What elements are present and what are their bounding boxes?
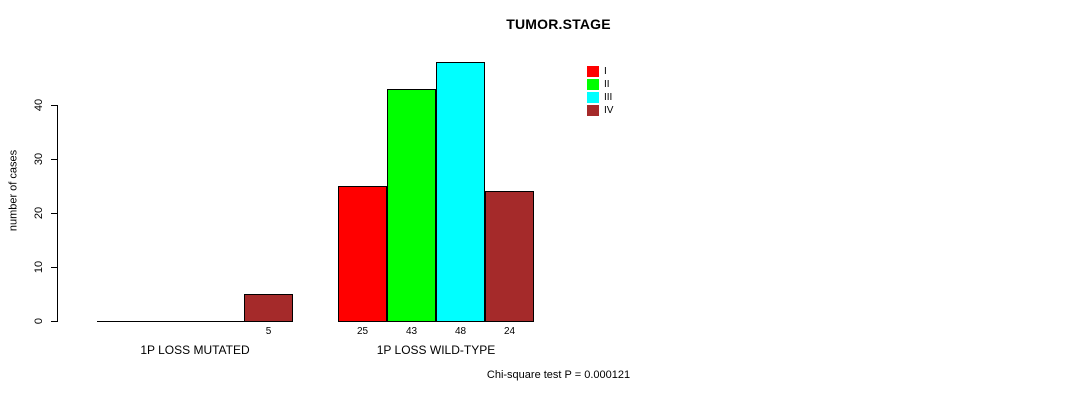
bar-II-1 (387, 89, 436, 322)
group-label-0: 1P LOSS MUTATED (140, 343, 250, 357)
chart-title: TUMOR.STAGE (506, 16, 611, 32)
y-tick-label: 40 (33, 98, 45, 112)
legend-swatch-II (587, 79, 599, 90)
y-tick-label: 30 (33, 152, 45, 166)
y-tick-label: 20 (33, 206, 45, 220)
legend-row: I (587, 66, 647, 77)
bar-III-1 (436, 62, 485, 322)
legend-row: II (587, 79, 647, 90)
y-tick-label: 10 (33, 260, 45, 274)
legend-label-II: II (604, 79, 610, 90)
bar-value-label: 24 (503, 326, 516, 337)
bar-IV-0 (244, 294, 293, 322)
bar-value-label: 43 (405, 326, 418, 337)
legend-swatch-I (587, 66, 599, 77)
y-axis-line (57, 105, 58, 322)
legend: I II III IV (587, 66, 647, 121)
y-tick (51, 213, 57, 214)
chi-square-annotation: Chi-square test P = 0.000121 (486, 369, 631, 381)
y-tick (51, 159, 57, 160)
bar-value-label: 5 (265, 326, 272, 337)
legend-swatch-III (587, 92, 599, 103)
legend-label-III: III (604, 92, 613, 103)
bar-I-1 (338, 186, 387, 322)
group-label-1: 1P LOSS WILD-TYPE (376, 343, 496, 357)
legend-label-I: I (604, 66, 607, 77)
y-tick (51, 105, 57, 106)
legend-swatch-IV (587, 105, 599, 116)
bar-value-label: 48 (454, 326, 467, 337)
bar-value-label: 25 (356, 326, 369, 337)
y-tick (51, 321, 57, 322)
legend-row: IV (587, 105, 647, 116)
group-baseline (97, 321, 293, 322)
legend-label-IV: IV (604, 105, 614, 116)
y-tick-label: 0 (33, 317, 45, 325)
legend-row: III (587, 92, 647, 103)
bar-IV-1 (485, 191, 534, 322)
y-tick (51, 267, 57, 268)
